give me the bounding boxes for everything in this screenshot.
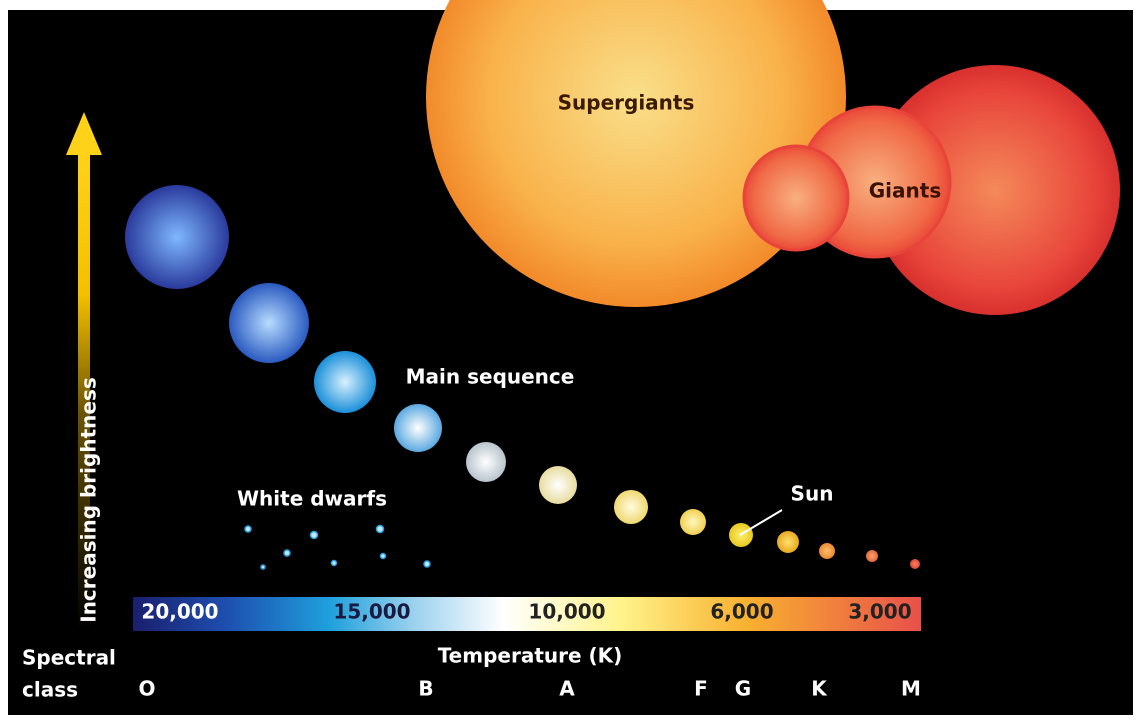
white-dwarf	[283, 549, 291, 557]
white-dwarf	[375, 524, 385, 534]
star	[910, 559, 920, 569]
giant-star	[742, 144, 850, 252]
spectral-class: O	[138, 677, 155, 701]
temperature-label: 3,000	[848, 600, 911, 624]
star	[229, 283, 309, 363]
supergiant-star	[426, 0, 846, 307]
spectral-class: F	[694, 677, 708, 701]
brightness-label: Increasing brightness	[77, 377, 101, 623]
temperature-label: 15,000	[333, 600, 410, 624]
star	[394, 404, 442, 452]
star	[866, 550, 878, 562]
star	[819, 543, 835, 559]
spectral-class: A	[559, 677, 575, 701]
star	[125, 185, 229, 289]
star	[614, 490, 648, 524]
white-dwarfs-label: White dwarfs	[237, 487, 387, 511]
spectral-label: Spectral	[22, 646, 116, 670]
sun-label: Sun	[791, 482, 834, 506]
giants-label: Giants	[869, 179, 941, 203]
white-dwarf	[423, 560, 431, 568]
white-dwarf	[379, 552, 387, 560]
star	[539, 466, 577, 504]
sun-pointer	[739, 509, 783, 536]
star	[466, 442, 506, 482]
brightness-arrow	[78, 150, 90, 630]
white-dwarf-stars	[244, 524, 431, 570]
supergiants-label: Supergiants	[558, 91, 695, 115]
star	[777, 531, 799, 553]
white-dwarf	[244, 525, 252, 533]
temperature-title: Temperature (K)	[438, 644, 623, 668]
star	[314, 351, 376, 413]
temperature-label: 10,000	[528, 600, 605, 624]
white-dwarf	[330, 559, 338, 567]
spectral-class: M	[901, 677, 921, 701]
temperature-label: 20,000	[141, 600, 218, 624]
main-sequence-label: Main sequence	[406, 365, 575, 389]
white-dwarf	[260, 564, 266, 570]
spectral-label: class	[22, 678, 78, 702]
brightness-arrowhead	[66, 112, 102, 155]
spectral-class: B	[418, 677, 433, 701]
giant-star	[870, 65, 1120, 315]
star	[680, 509, 706, 535]
temperature-bar	[133, 597, 921, 631]
white-dwarf	[309, 530, 319, 540]
spectral-class: K	[811, 677, 828, 701]
spectral-class: G	[735, 677, 751, 701]
temperature-label: 6,000	[710, 600, 773, 624]
